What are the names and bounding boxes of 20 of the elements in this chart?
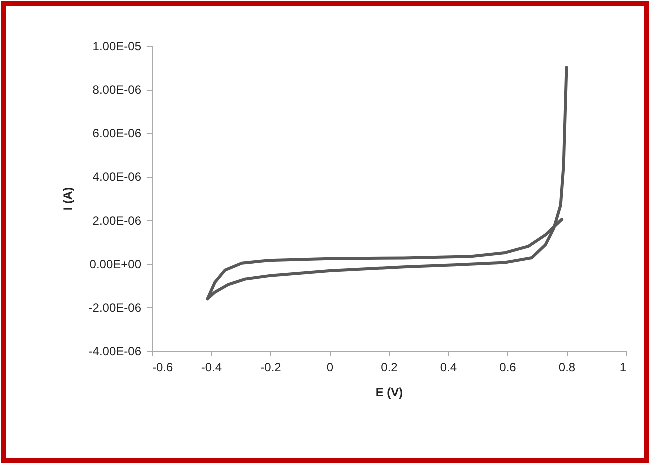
x-tick-label: 0 bbox=[326, 360, 334, 374]
y-tick-label: 1.00E-05 bbox=[92, 40, 142, 54]
y-tick-label: -2.00E-06 bbox=[88, 300, 142, 315]
x-tick-label: 1 bbox=[620, 360, 627, 374]
line-series bbox=[206, 66, 568, 301]
y-tick-label: 4.00E-06 bbox=[92, 170, 142, 184]
x-axis-title: E (V) bbox=[376, 386, 404, 400]
x-tick-label: -0.4 bbox=[201, 360, 222, 374]
y-tick-label: 6.00E-06 bbox=[92, 126, 142, 141]
y-tick-label: 8.00E-06 bbox=[92, 83, 142, 98]
x-tick-label: 0.2 bbox=[381, 360, 398, 374]
y-tick-label: -4.00E-06 bbox=[88, 344, 142, 358]
x-tick-label: 0.4 bbox=[440, 360, 458, 374]
x-tick-label: -0.6 bbox=[152, 360, 174, 374]
y-axis-title: I (A) bbox=[60, 187, 75, 211]
x-tick-label: -0.2 bbox=[260, 360, 282, 374]
y-tick-label: 0.00E+00 bbox=[90, 257, 142, 272]
x-tick-label: 0.8 bbox=[558, 360, 576, 374]
x-tick-label: 0.6 bbox=[500, 360, 517, 374]
y-tick-label: 2.00E-06 bbox=[92, 214, 142, 228]
